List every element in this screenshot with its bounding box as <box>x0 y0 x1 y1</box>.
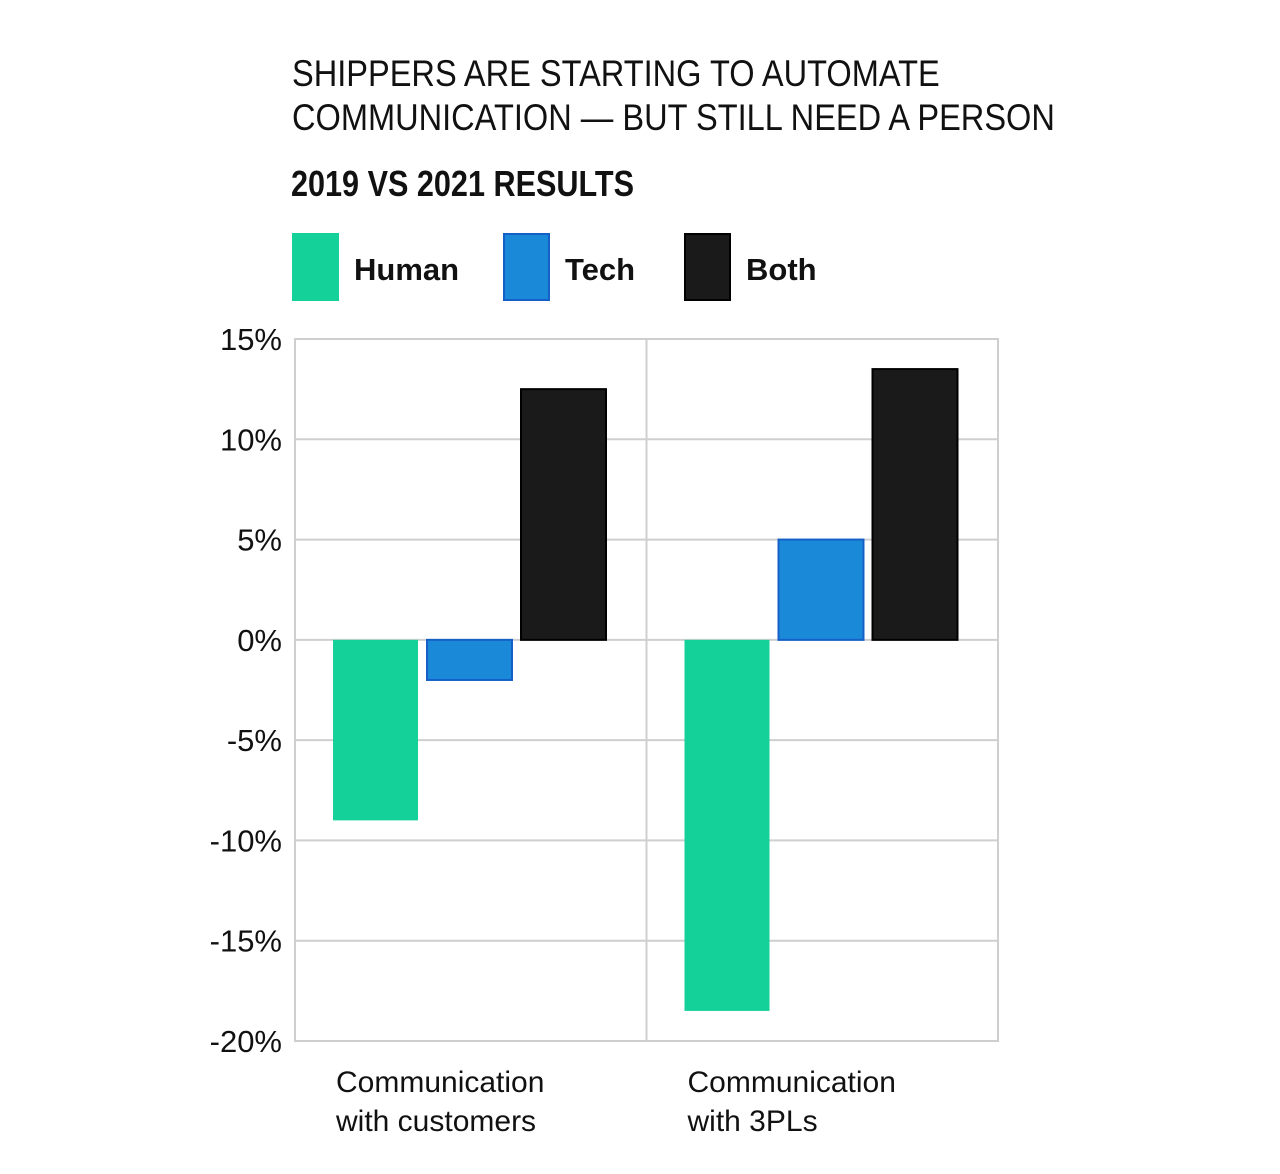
title-line-2: COMMUNICATION — BUT STILL NEED A PERSON <box>292 97 1055 138</box>
legend-label-human: Human <box>354 252 459 287</box>
legend-swatch-tech <box>503 233 550 301</box>
legend-swatch-human <box>292 233 339 301</box>
category-label: with customers <box>335 1105 536 1138</box>
bar-tech <box>777 538 865 641</box>
y-tick-label: 10% <box>220 422 282 457</box>
y-tick-label: -15% <box>210 924 282 959</box>
category-label: with 3PLs <box>687 1105 818 1138</box>
legend-label-both: Both <box>746 252 817 287</box>
y-tick-label: -20% <box>210 1024 282 1059</box>
y-tick-label: -10% <box>210 823 282 858</box>
bar-human <box>333 639 418 821</box>
chart-title: SHIPPERS ARE STARTING TO AUTOMATE COMMUN… <box>292 52 1055 140</box>
chart-subtitle: 2019 VS 2021 RESULTS <box>291 163 635 204</box>
category-label: Communication <box>688 1066 896 1099</box>
y-tick-label: 0% <box>237 623 282 658</box>
y-tick-label: 5% <box>237 523 282 558</box>
bar-both <box>520 388 607 641</box>
title-line-1: SHIPPERS ARE STARTING TO AUTOMATE <box>292 53 940 94</box>
bar-tech <box>426 638 513 681</box>
category-label: Communication <box>336 1066 544 1099</box>
legend-label-tech: Tech <box>565 252 635 287</box>
y-tick-label: 15% <box>220 322 282 357</box>
bar-both <box>871 368 959 641</box>
y-tick-label: -5% <box>227 723 282 758</box>
bar-human <box>684 639 770 1011</box>
legend-swatch-both <box>684 233 731 301</box>
